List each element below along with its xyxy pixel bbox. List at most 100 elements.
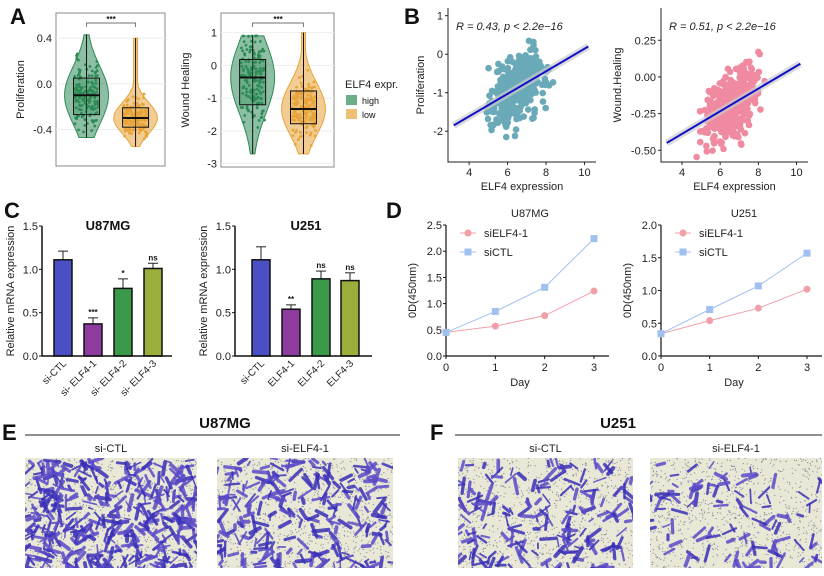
scatter-point: [512, 109, 520, 117]
pore: [361, 509, 363, 512]
pore: [99, 509, 102, 511]
pore: [354, 458, 356, 460]
pore: [312, 497, 314, 499]
pore: [555, 535, 557, 537]
point-high: [252, 88, 256, 92]
pore: [362, 548, 364, 550]
pore: [240, 510, 242, 513]
cell: [160, 512, 165, 524]
y-tick-label: 2.0: [642, 220, 657, 232]
significance-label: ***: [273, 15, 283, 24]
pore: [540, 473, 542, 475]
pore: [141, 548, 143, 550]
point-low: [311, 113, 315, 116]
pore: [548, 552, 550, 554]
pore: [76, 510, 78, 513]
y-tick-label: -0.50: [631, 145, 656, 157]
pore: [230, 548, 232, 550]
pore: [194, 461, 197, 463]
pore: [385, 567, 387, 568]
pore: [630, 535, 632, 537]
pore: [570, 458, 572, 459]
point-high: [258, 67, 262, 70]
pore: [308, 537, 310, 539]
scatter-point: [542, 81, 549, 89]
pore: [217, 502, 219, 504]
pore: [589, 476, 591, 479]
pore: [504, 540, 506, 542]
pore: [278, 516, 280, 518]
cell: [25, 514, 32, 519]
pore: [464, 458, 466, 460]
pore: [329, 498, 332, 500]
pore: [600, 537, 603, 539]
point-low: [138, 127, 142, 131]
pore: [536, 557, 539, 559]
pore: [552, 459, 555, 461]
pore: [224, 487, 226, 489]
pore: [35, 517, 37, 519]
panel-title: U251: [600, 415, 636, 432]
pore: [87, 472, 89, 474]
y-tick-label: 1.5: [216, 221, 231, 233]
y-axis-label: Wound.Healing: [612, 47, 624, 122]
point-high: [94, 66, 98, 69]
cell: [151, 528, 158, 537]
pore: [274, 460, 276, 463]
pore: [583, 548, 586, 550]
cell: [162, 521, 169, 529]
pore: [171, 538, 174, 540]
pore: [223, 521, 225, 523]
pore: [111, 484, 114, 486]
point-high: [242, 69, 245, 73]
pore: [383, 472, 385, 474]
significance-label: ***: [88, 308, 98, 317]
pore: [296, 509, 298, 511]
pore: [85, 505, 87, 507]
pore: [539, 530, 541, 532]
cell: [112, 490, 124, 499]
pore: [541, 553, 543, 556]
cell: [74, 557, 78, 568]
pore: [291, 553, 293, 555]
pore: [311, 540, 313, 542]
pore: [349, 495, 351, 497]
pore: [168, 465, 170, 467]
pore: [166, 500, 168, 503]
pore: [535, 537, 537, 539]
pore: [146, 469, 148, 471]
pore: [458, 466, 460, 469]
cell: [123, 461, 131, 476]
pore: [294, 488, 296, 490]
pore: [388, 556, 390, 558]
pore: [302, 540, 304, 542]
pore: [297, 556, 299, 558]
point-low: [312, 124, 316, 128]
cell: [127, 539, 134, 549]
pore: [354, 474, 356, 476]
pore: [466, 508, 468, 510]
scatter-point: [511, 132, 519, 140]
pore: [463, 549, 465, 551]
pore: [390, 531, 392, 533]
cell: [137, 565, 143, 568]
pore: [308, 475, 310, 477]
point-high: [258, 72, 262, 76]
pore: [355, 458, 357, 460]
scatter-point: [742, 105, 750, 112]
pore: [335, 502, 337, 504]
pore: [602, 538, 605, 540]
pore: [480, 557, 482, 559]
pore: [484, 547, 486, 549]
cell: [125, 460, 132, 470]
bar: [53, 259, 73, 357]
pore: [609, 539, 611, 541]
cell: [25, 507, 28, 513]
point-low: [126, 112, 130, 116]
point-low: [296, 138, 300, 142]
pore: [496, 546, 498, 548]
pore: [587, 514, 590, 516]
pore: [237, 518, 239, 520]
legend-title: ELF4 expr.: [345, 79, 398, 91]
